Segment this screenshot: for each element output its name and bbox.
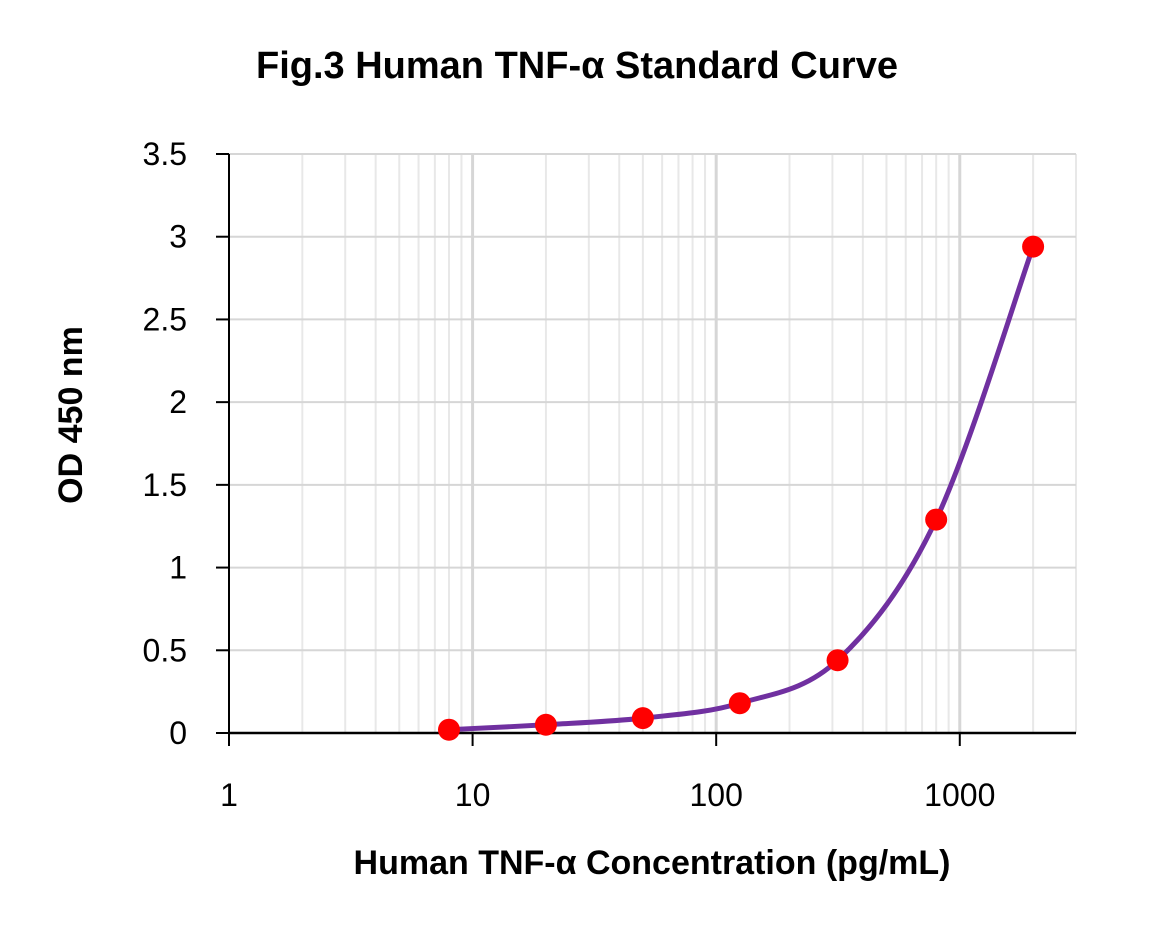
x-tick-label: 1	[220, 777, 238, 813]
y-tick-label: 1.5	[143, 467, 187, 503]
y-tick-label: 3	[169, 219, 187, 255]
data-point	[826, 649, 849, 672]
y-tick-label: 3.5	[143, 136, 187, 172]
y-tick-label: 2.5	[143, 301, 187, 337]
x-tick-label: 1000	[924, 777, 995, 813]
fitted-curve	[448, 245, 1036, 733]
data-points	[437, 235, 1045, 741]
x-axis-title: Human TNF-α Concentration (pg/mL)	[354, 844, 951, 882]
gridlines	[229, 153, 1077, 733]
y-tick-label: 0.5	[143, 632, 187, 668]
data-point	[1022, 235, 1045, 258]
data-point	[437, 718, 460, 741]
y-tick-label: 0	[169, 715, 187, 751]
data-point	[534, 713, 557, 736]
axes	[216, 153, 1076, 746]
x-tick-label: 100	[689, 777, 742, 813]
data-point	[925, 508, 948, 531]
x-tick-label: 10	[455, 777, 491, 813]
chart-title: Fig.3 Human TNF-α Standard Curve	[256, 45, 898, 87]
data-point	[631, 707, 654, 730]
tick-labels: 0 0.5 1 1.5 2 2.5 3 3.5 1 10 100 1000	[143, 136, 996, 813]
data-point	[728, 692, 751, 715]
y-tick-label: 2	[169, 384, 187, 420]
y-axis-title: OD 450 nm	[52, 326, 90, 504]
y-tick-label: 1	[169, 550, 187, 586]
